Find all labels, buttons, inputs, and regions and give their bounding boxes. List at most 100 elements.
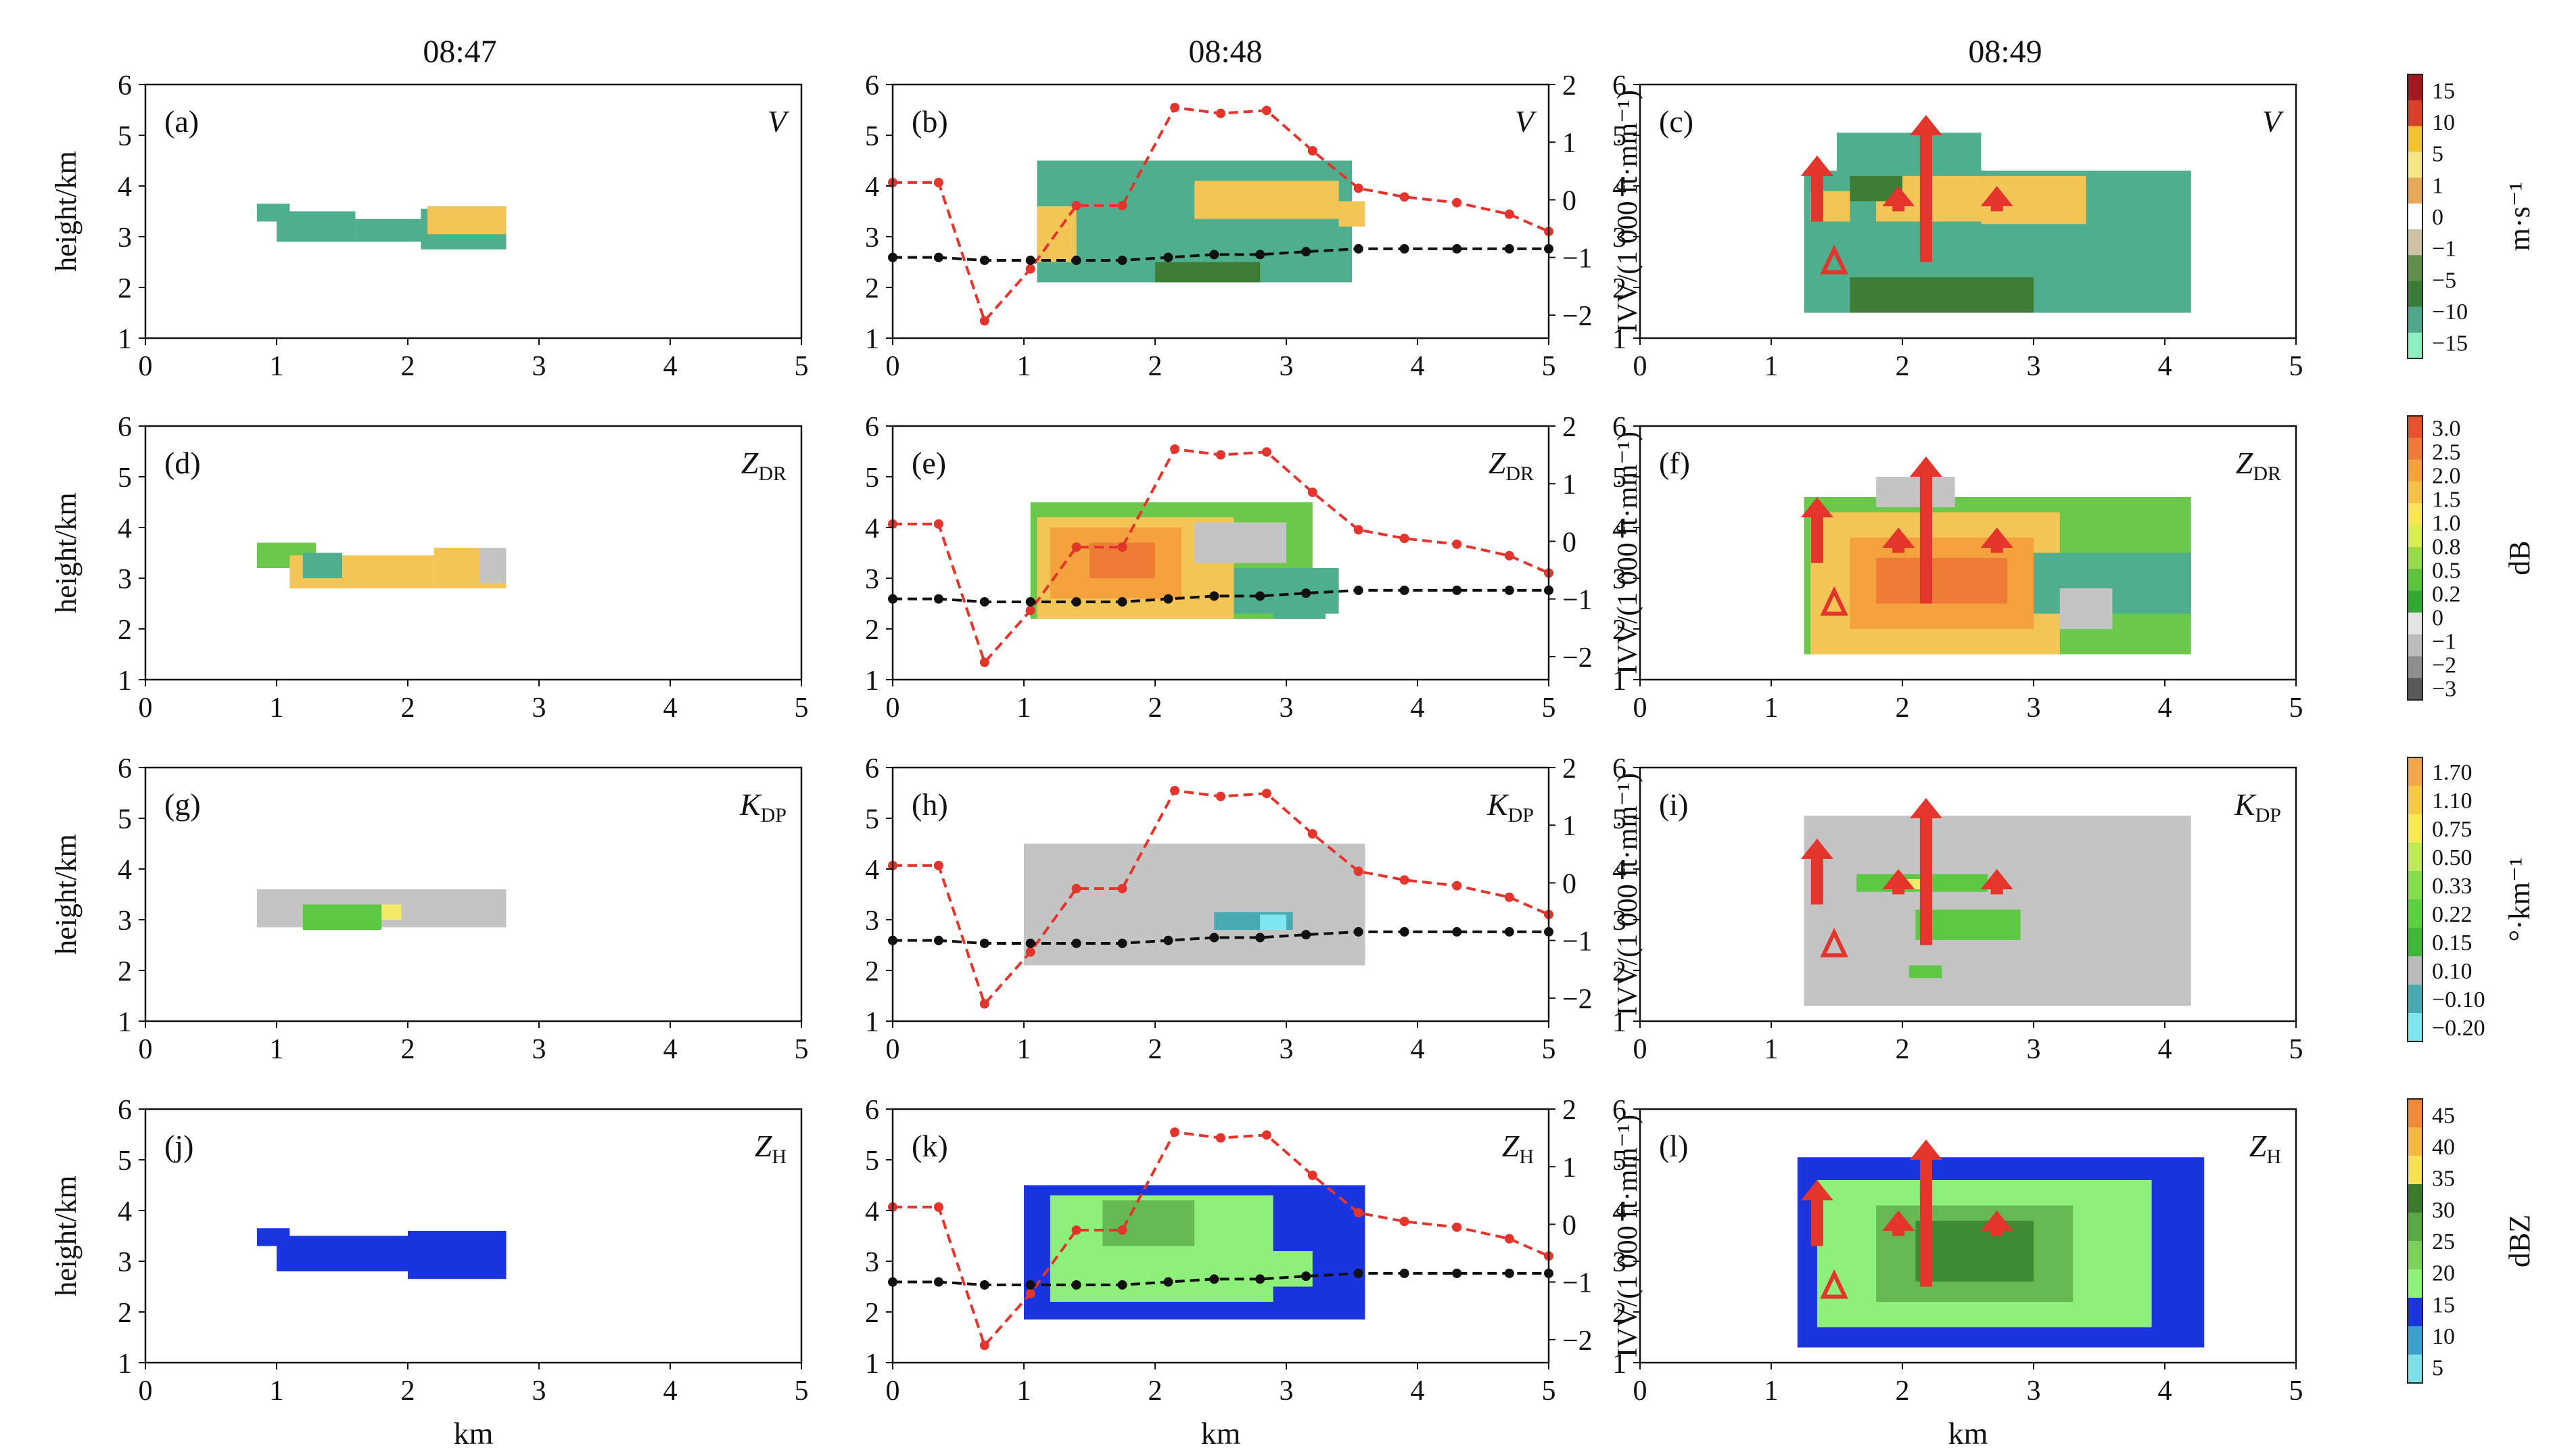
colorbar-swatch: [2408, 416, 2422, 438]
ivv-point: [1399, 192, 1409, 202]
x-tick-label: 2: [1896, 351, 1910, 382]
ivv-point: [933, 177, 943, 187]
colorbar-tick-label: 1.5: [2432, 488, 2461, 513]
ivv-point: [979, 1279, 989, 1290]
colorbar-swatch: [2408, 814, 2422, 843]
ivv-point: [1025, 1288, 1035, 1298]
ivv-point: [1452, 1222, 1462, 1232]
variable-main: V: [1515, 104, 1537, 139]
x-tick-label: 5: [2289, 351, 2303, 382]
colorbar-tick-label: −3: [2432, 677, 2456, 702]
y-tick-label: 1: [1612, 665, 1626, 697]
x-tick-label: 2: [1148, 692, 1163, 724]
colorbar-tick-label: 1: [2432, 173, 2443, 198]
ivv-point: [1216, 450, 1225, 460]
column-title-0848: 08:48: [1188, 34, 1262, 70]
ivv-point: [1353, 585, 1363, 595]
y-tick-label: 4: [118, 855, 132, 886]
panel-label: (a): [164, 104, 199, 139]
y-tick-label: 5: [865, 1146, 879, 1177]
variable-sub: H: [772, 1146, 787, 1168]
ivv-point: [1452, 926, 1462, 937]
x-tick-label: 5: [1542, 1034, 1556, 1065]
panel-variable: KDP: [739, 787, 787, 826]
ivv-point: [1163, 252, 1173, 262]
ivv-point: [1209, 591, 1219, 601]
y-tick-label: 1: [118, 1348, 132, 1380]
y-tick-label: 3: [865, 222, 879, 254]
x-tick-label: 3: [532, 1034, 546, 1065]
ivv-point: [1071, 255, 1081, 265]
x-tick-label: 2: [1148, 351, 1163, 382]
colorbar-swatch: [2408, 928, 2422, 957]
panel-frame: [144, 83, 803, 339]
colorbar-swatch: [2408, 438, 2422, 461]
y-axis-label: height/km: [49, 492, 83, 613]
ivv-point: [1452, 1268, 1462, 1278]
ivv-point: [1353, 243, 1363, 254]
echo-cell: [1102, 1200, 1195, 1246]
colorbar-swatch: [2408, 1213, 2422, 1242]
panel-label: (k): [912, 1129, 948, 1163]
ivv-point: [933, 1202, 943, 1212]
colorbar-swatch: [2408, 871, 2422, 900]
panel-frame: [144, 1108, 803, 1364]
x-tick-label: 0: [1633, 692, 1647, 724]
x-axis-label: km: [1948, 1416, 1988, 1451]
ivv-point: [1504, 550, 1514, 561]
ivv-point: [1071, 596, 1081, 607]
y-tick-label: 6: [865, 753, 879, 784]
colorbar-tick-label: −0.20: [2432, 1016, 2485, 1041]
colorbar-tick-label: −0.10: [2432, 987, 2485, 1012]
y-tick-label: 3: [118, 1247, 132, 1278]
panel-label: (f): [1659, 446, 1690, 480]
ivv-point: [1301, 247, 1311, 257]
y-tick-label: 3: [118, 906, 132, 937]
ivv-point: [933, 519, 943, 529]
ivv-tick-label: 2: [1562, 412, 1576, 443]
panel-frame: [891, 1108, 1550, 1364]
ivv-point: [1170, 444, 1180, 454]
y-tick-label: 5: [1612, 121, 1626, 152]
x-axis-label: km: [1201, 1416, 1241, 1451]
panel-frame: [144, 766, 803, 1023]
colorbar-swatch: [2408, 229, 2422, 256]
y-tick-label: 1: [1612, 324, 1626, 355]
ivv-tick-label: −2: [1562, 642, 1593, 674]
echo-cell: [1876, 558, 2008, 604]
echo-cell: [408, 1231, 507, 1279]
updraft-arrow-head: [1980, 869, 2013, 889]
echo-cell: [1194, 181, 1339, 219]
y-tick-label: 2: [1612, 273, 1626, 304]
x-tick-label: 2: [1148, 1376, 1163, 1407]
panel-variable: V: [2262, 104, 2285, 139]
ivv-point: [1255, 933, 1265, 943]
colorbar-tick-label: −10: [2432, 300, 2468, 325]
x-tick-label: 4: [1411, 351, 1425, 382]
ivv-point: [1025, 255, 1035, 265]
colorbar-unit: dBZ: [2503, 1215, 2536, 1267]
panel-variable: ZDR: [741, 446, 787, 485]
y-tick-label: 2: [1612, 956, 1626, 987]
panel-frame: [891, 425, 1550, 681]
colorbar-tick-label: 0.33: [2432, 874, 2473, 899]
ivv-point: [1025, 947, 1035, 957]
x-tick-label: 5: [1542, 1376, 1556, 1407]
updraft-arrow-head: [1882, 1211, 1915, 1231]
ivv-point: [1399, 534, 1409, 544]
ivv-point: [933, 1277, 943, 1287]
ivv-point: [1117, 938, 1127, 948]
y-tick-label: 1: [1612, 1007, 1626, 1038]
colorbar-tick-label: −5: [2432, 268, 2456, 293]
echo-cell: [2059, 588, 2113, 629]
x-tick-label: 2: [1896, 1034, 1910, 1065]
ivv-point: [1209, 933, 1219, 943]
echo-cell: [381, 904, 402, 920]
panel-variable: KDP: [1486, 787, 1534, 826]
x-tick-label: 4: [2158, 1034, 2172, 1065]
x-tick-label: 1: [1017, 692, 1031, 724]
ivv-point: [1071, 1225, 1081, 1235]
colorbar-swatch: [2408, 525, 2422, 548]
y-tick-label: 6: [118, 70, 132, 101]
